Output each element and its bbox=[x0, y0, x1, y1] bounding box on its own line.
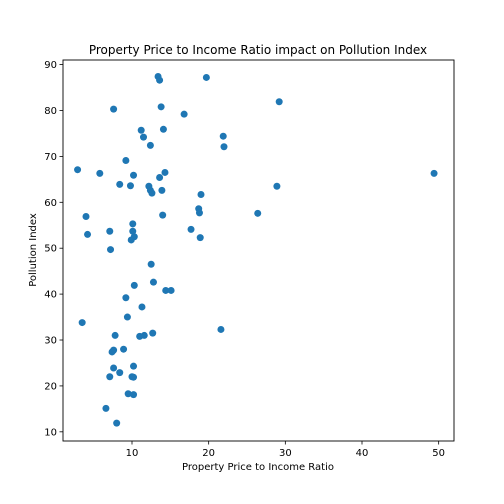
data-point bbox=[107, 246, 115, 254]
y-tick-label: 10 bbox=[44, 427, 57, 438]
data-point bbox=[138, 303, 146, 311]
y-tick-label: 40 bbox=[44, 290, 57, 301]
chart-title: Property Price to Income Ratio impact on… bbox=[89, 43, 427, 57]
y-tick-label: 80 bbox=[44, 106, 57, 117]
data-point bbox=[113, 419, 121, 427]
data-point bbox=[82, 213, 90, 221]
data-point bbox=[106, 227, 114, 235]
data-point bbox=[102, 404, 110, 412]
data-point bbox=[126, 182, 134, 190]
x-tick-label: 10 bbox=[126, 448, 139, 459]
data-point bbox=[96, 169, 104, 177]
data-point bbox=[220, 143, 228, 151]
data-point bbox=[116, 369, 124, 377]
y-axis-label: Pollution Index bbox=[28, 213, 39, 287]
x-tick-label: 40 bbox=[356, 448, 369, 459]
y-tick-label: 30 bbox=[44, 336, 57, 347]
data-point bbox=[167, 286, 175, 294]
data-point bbox=[129, 220, 137, 228]
data-point bbox=[130, 362, 138, 370]
data-point bbox=[78, 319, 86, 327]
data-points bbox=[74, 73, 438, 427]
data-point bbox=[146, 141, 154, 149]
data-point bbox=[122, 157, 130, 165]
y-tick-label: 50 bbox=[44, 244, 57, 255]
data-point bbox=[156, 174, 164, 182]
data-point bbox=[124, 390, 132, 398]
x-tick-label: 50 bbox=[432, 448, 445, 459]
data-point bbox=[197, 191, 205, 198]
data-point bbox=[106, 373, 114, 381]
data-point bbox=[147, 260, 155, 268]
x-tick-label: 30 bbox=[279, 448, 292, 459]
data-point bbox=[110, 105, 118, 113]
data-point bbox=[111, 331, 119, 339]
y-tick-label: 20 bbox=[44, 381, 57, 392]
data-point bbox=[140, 133, 147, 141]
data-point bbox=[74, 166, 82, 174]
data-point bbox=[149, 278, 157, 286]
data-point bbox=[196, 234, 204, 242]
data-point bbox=[130, 171, 138, 179]
data-point bbox=[84, 230, 92, 238]
data-point bbox=[430, 169, 438, 177]
data-point bbox=[148, 189, 156, 197]
data-point bbox=[217, 325, 225, 333]
data-point bbox=[110, 364, 118, 372]
data-point bbox=[130, 373, 138, 381]
data-point bbox=[130, 391, 138, 399]
data-point bbox=[149, 329, 157, 337]
data-point bbox=[254, 209, 262, 217]
data-point bbox=[159, 211, 167, 219]
y-tick-label: 70 bbox=[44, 152, 57, 163]
data-point bbox=[120, 345, 128, 353]
data-point bbox=[116, 180, 124, 188]
data-point bbox=[162, 286, 170, 294]
data-point bbox=[202, 73, 210, 81]
plot-frame bbox=[62, 59, 455, 442]
data-point bbox=[122, 294, 130, 302]
data-point bbox=[180, 110, 188, 118]
data-point bbox=[108, 348, 116, 356]
x-axis-label: Property Price to Income Ratio bbox=[182, 462, 334, 473]
data-point bbox=[130, 281, 138, 289]
x-tick-label: 20 bbox=[202, 448, 215, 459]
x-axis-ticks: 10 20 30 40 50 bbox=[126, 441, 445, 459]
data-point bbox=[161, 168, 169, 176]
y-axis-ticks: 10 20 30 40 50 60 70 80 90 bbox=[44, 60, 63, 438]
data-point bbox=[275, 98, 283, 106]
data-point bbox=[159, 125, 167, 133]
y-tick-label: 60 bbox=[44, 198, 57, 209]
data-point bbox=[123, 313, 131, 321]
data-point bbox=[136, 332, 144, 340]
data-point bbox=[137, 126, 145, 134]
data-point bbox=[157, 103, 165, 111]
data-point bbox=[219, 132, 227, 140]
data-point bbox=[273, 182, 281, 190]
data-point bbox=[127, 236, 135, 244]
data-point bbox=[129, 227, 137, 235]
y-tick-label: 90 bbox=[44, 60, 57, 71]
data-point bbox=[156, 76, 164, 84]
data-point bbox=[195, 209, 203, 217]
data-point bbox=[158, 186, 166, 194]
data-point bbox=[187, 225, 195, 233]
